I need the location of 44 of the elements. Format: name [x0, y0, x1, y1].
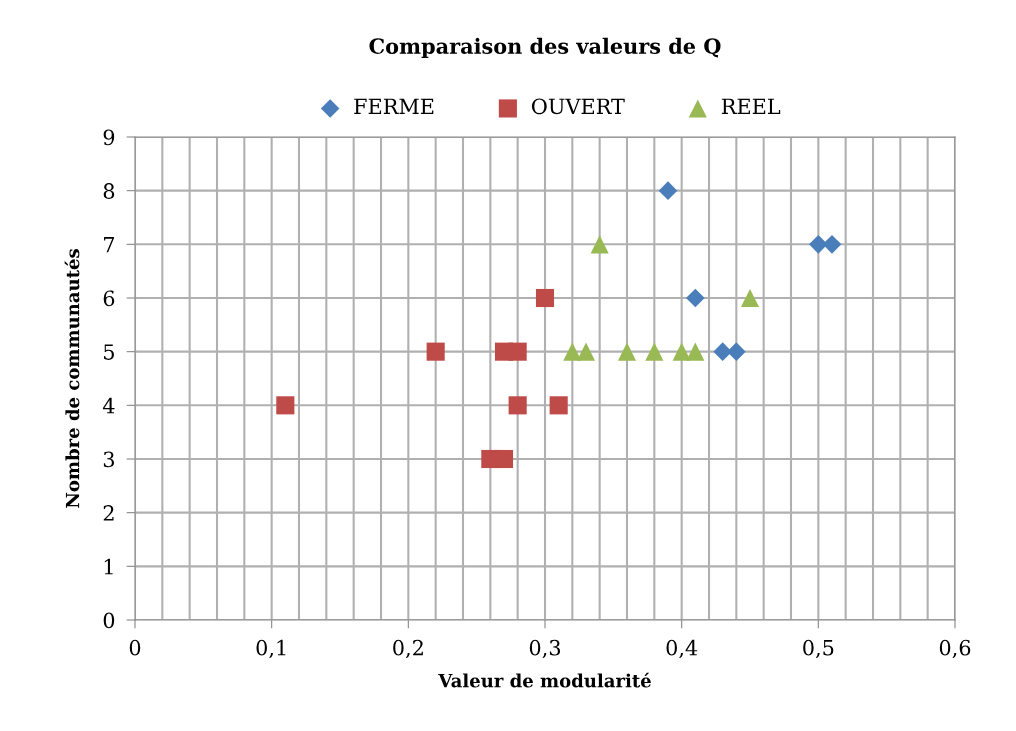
- point: [686, 342, 705, 361]
- x-tick-label: 0,5: [803, 639, 834, 659]
- x-axis-title: Valeur de modularité: [438, 672, 651, 688]
- y-tick-label: 9: [103, 129, 115, 146]
- y-tick-label: 7: [104, 237, 115, 253]
- legend-label: FERME: [354, 98, 434, 114]
- point: [672, 342, 691, 361]
- point: [645, 342, 664, 361]
- legend-label: OUVERT: [531, 98, 625, 115]
- point: [508, 342, 527, 361]
- point: [549, 396, 568, 415]
- point: [563, 342, 582, 361]
- y-tick-label: 5: [104, 344, 114, 360]
- y-axis-title: Nombre de communautés: [64, 249, 80, 508]
- x-tick-label: 0,2: [393, 639, 423, 659]
- x-tick-label: 0,6: [939, 639, 971, 659]
- point: [822, 235, 842, 254]
- chart-title: Comparaison des valeurs de Q: [369, 37, 721, 58]
- point: [426, 342, 445, 361]
- y-tick-label: 2: [103, 505, 114, 521]
- y-tick-label: 6: [103, 290, 115, 307]
- point: [809, 235, 828, 254]
- point: [276, 396, 295, 415]
- y-tick-label: 0: [103, 612, 115, 629]
- x-tick-label: 0: [129, 639, 141, 656]
- point: [658, 181, 678, 200]
- x-tick-label: 0,3: [529, 639, 561, 659]
- point: [576, 342, 596, 361]
- y-tick-label: 8: [103, 183, 115, 199]
- point: [686, 288, 705, 308]
- y-tick-label: 4: [102, 397, 115, 414]
- legend-label: REEL: [721, 98, 781, 114]
- point: [494, 449, 514, 469]
- point: [740, 288, 760, 308]
- point: [617, 342, 637, 361]
- x-tick-label: 0,1: [256, 639, 286, 659]
- point: [713, 342, 732, 361]
- y-tick-label: 3: [103, 451, 115, 468]
- point: [535, 288, 555, 308]
- point: [727, 342, 746, 361]
- point: [508, 396, 527, 415]
- y-tick-label: 1: [104, 558, 113, 575]
- x-tick-label: 0,4: [666, 639, 698, 659]
- point: [590, 235, 609, 254]
